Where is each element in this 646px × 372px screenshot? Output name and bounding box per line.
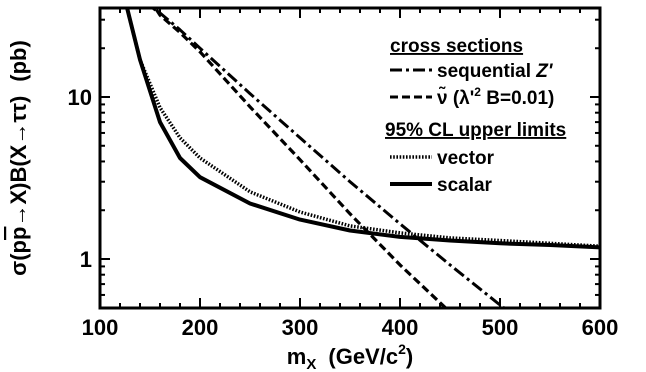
y-axis-title-pbar: p <box>6 227 31 240</box>
legend-label-sequential-z-symbol: Z' <box>535 61 554 82</box>
legend-label-scalar: scalar <box>437 175 493 196</box>
x-axis-title-close: ) <box>406 344 413 369</box>
legend-label-vector: vector <box>437 148 495 169</box>
y-axis-title: σ(pp→X)B(X→ττ) (pb) <box>6 40 31 276</box>
legend-header-cross-sections: cross sections <box>390 36 523 57</box>
series-line-3 <box>125 8 600 250</box>
series-line-0 <box>149 8 507 308</box>
legend-label-sneutrino: ν̃ (λ'2 B=0.01) <box>437 85 554 109</box>
y-tick-label-1: 1 <box>80 247 92 272</box>
x-tick-label-500: 500 <box>482 315 519 340</box>
x-axis-title-main: m <box>287 344 307 369</box>
x-tick-labels: 100 200 300 400 500 600 <box>82 315 619 340</box>
legend-label-sneutrino-post: B=0.01) <box>481 88 554 109</box>
x-axis-title-sup: 2 <box>398 341 406 357</box>
x-tick-label-400: 400 <box>382 315 419 340</box>
y-axis-title-units: (pb) <box>6 40 31 82</box>
y-axis-title-sigma: σ(p <box>6 240 31 276</box>
y-tick-label-10: 10 <box>68 85 92 110</box>
x-tick-label-200: 200 <box>182 315 219 340</box>
series-line-1 <box>153 8 448 308</box>
x-tick-label-300: 300 <box>282 315 319 340</box>
x-axis-title: mX (GeV/c2) <box>287 341 413 372</box>
legend-label-sequential-z-text: sequential <box>437 61 536 82</box>
x-axis-title-units: (GeV/c <box>328 344 398 369</box>
plot-frame <box>98 6 602 310</box>
legend-label-sequential-z: sequential Z' <box>437 61 554 82</box>
series-layer <box>125 8 600 308</box>
legend: cross sections sequential Z' ν̃ (λ'2 B=0… <box>385 36 566 196</box>
y-axis-title-mid: →X)B(X→ττ) <box>6 96 31 227</box>
x-tick-label-100: 100 <box>82 315 119 340</box>
tick-layer <box>99 8 601 309</box>
x-tick-label-600: 600 <box>582 315 619 340</box>
legend-header-upper-limits: 95% CL upper limits <box>385 120 566 141</box>
legend-label-sneutrino-sup: 2 <box>474 85 481 99</box>
legend-label-sneutrino-nu: ν̃ <box>437 86 448 109</box>
x-axis-title-sub: X <box>306 356 316 372</box>
legend-label-sneutrino-pre: (λ' <box>448 88 475 109</box>
